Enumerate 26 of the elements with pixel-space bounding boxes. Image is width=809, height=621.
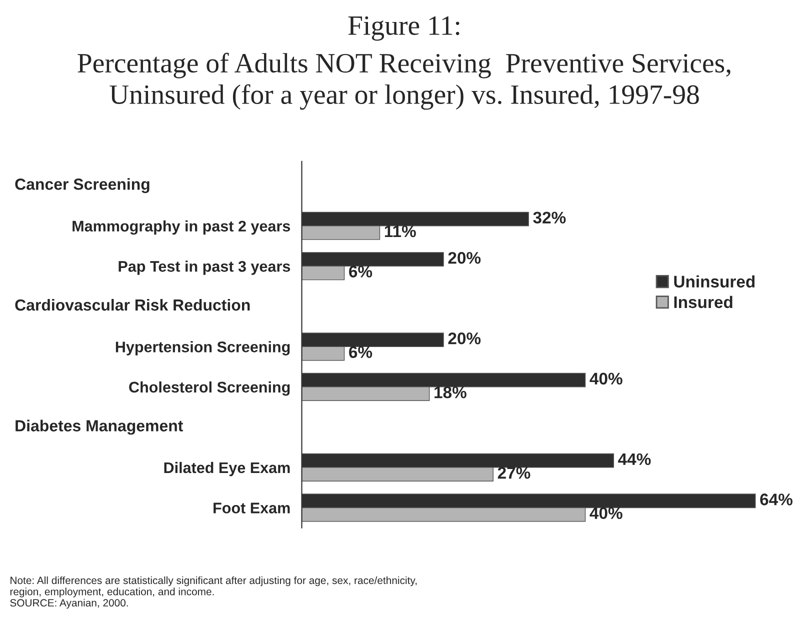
data-label: 44% <box>618 453 651 466</box>
y-tick-label: Cholesterol Screening <box>129 381 290 396</box>
y-tick-label: Pap Test in past 3 years <box>118 260 290 275</box>
legend-label: Insured <box>674 296 732 308</box>
chart-subtitle: Percentage of Adults NOT Receiving Preventive Services, Uninsured (for a year or longer) vs. Insured, 1997-98 <box>78 52 730 110</box>
chart-title: Figure 11: <box>348 16 460 41</box>
data-label: 20% <box>448 332 481 344</box>
data-label: 20% <box>448 252 481 264</box>
data-label: 6% <box>349 346 372 358</box>
data-label: 18% <box>434 386 466 398</box>
legend-label: Uninsured <box>674 275 755 288</box>
data-label: 11% <box>384 225 416 238</box>
y-tick-label: Foot Exam <box>214 502 290 514</box>
data-label: 40% <box>590 507 622 520</box>
text: Diabetes Management <box>16 420 184 435</box>
text: Cardiovascular Risk Reduction <box>15 298 250 311</box>
text: Cancer Screening <box>15 178 150 194</box>
data-label: 32% <box>533 212 566 224</box>
y-tick-label: Mammography in past 2 years <box>72 220 290 235</box>
y-tick-label: Hypertension Screening <box>116 341 290 356</box>
data-label: 40% <box>590 372 622 385</box>
y-tick-label: Dilated Eye Exam <box>164 462 290 476</box>
text: Note: All differences are statistically significant after adjusting for age, sex, race/ethnicity, region, employment, education, and income. SOURCE: Ayanian, 2000. <box>10 576 417 609</box>
data-label: 6% <box>349 266 372 278</box>
data-label: 27% <box>498 466 530 479</box>
data-label: 64% <box>760 494 792 506</box>
